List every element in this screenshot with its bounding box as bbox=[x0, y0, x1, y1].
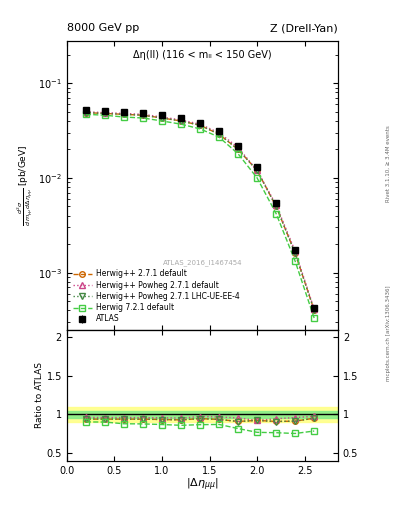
Herwig++ Powheg 2.7.1 default bbox=[141, 111, 145, 117]
Y-axis label: Ratio to ATLAS: Ratio to ATLAS bbox=[35, 362, 44, 428]
Herwig++ 2.7.1 default bbox=[179, 118, 184, 124]
Herwig++ Powheg 2.7.1 LHC-UE-EE-4 bbox=[103, 111, 107, 117]
Herwig++ Powheg 2.7.1 default bbox=[274, 202, 279, 208]
Herwig 7.2.1 default bbox=[83, 111, 88, 117]
Herwig++ Powheg 2.7.1 default bbox=[236, 144, 241, 151]
Herwig++ Powheg 2.7.1 LHC-UE-EE-4 bbox=[293, 250, 298, 257]
Herwig++ 2.7.1 default bbox=[160, 115, 164, 121]
Herwig++ 2.7.1 default bbox=[121, 111, 126, 117]
Herwig++ Powheg 2.7.1 LHC-UE-EE-4 bbox=[121, 111, 126, 117]
Herwig 7.2.1 default bbox=[274, 210, 279, 217]
Herwig++ Powheg 2.7.1 default bbox=[255, 167, 259, 174]
Herwig 7.2.1 default bbox=[255, 175, 259, 181]
Herwig++ Powheg 2.7.1 LHC-UE-EE-4 bbox=[83, 110, 88, 116]
X-axis label: $|\Delta\eta_{\mu\mu}|$: $|\Delta\eta_{\mu\mu}|$ bbox=[186, 477, 219, 494]
Herwig 7.2.1 default bbox=[293, 258, 298, 264]
Herwig++ 2.7.1 default bbox=[83, 110, 88, 116]
Herwig++ Powheg 2.7.1 LHC-UE-EE-4 bbox=[160, 115, 164, 121]
Text: Δη(ll) (116 < mₗₗ < 150 GeV): Δη(ll) (116 < mₗₗ < 150 GeV) bbox=[133, 50, 272, 59]
Herwig 7.2.1 default bbox=[160, 118, 164, 124]
Herwig++ 2.7.1 default bbox=[293, 250, 298, 257]
Text: mcplots.cern.ch [arXiv:1306.3436]: mcplots.cern.ch [arXiv:1306.3436] bbox=[386, 285, 391, 380]
Herwig 7.2.1 default bbox=[103, 112, 107, 118]
Herwig 7.2.1 default bbox=[312, 315, 316, 321]
Herwig 7.2.1 default bbox=[179, 121, 184, 127]
Herwig++ 2.7.1 default bbox=[312, 307, 316, 313]
Herwig 7.2.1 default bbox=[236, 151, 241, 157]
Herwig 7.2.1 default bbox=[121, 114, 126, 120]
Herwig++ Powheg 2.7.1 default bbox=[103, 110, 107, 116]
Line: Herwig++ Powheg 2.7.1 default: Herwig++ Powheg 2.7.1 default bbox=[83, 109, 317, 312]
Herwig++ Powheg 2.7.1 default bbox=[121, 111, 126, 117]
Herwig++ 2.7.1 default bbox=[103, 111, 107, 117]
Herwig++ Powheg 2.7.1 LHC-UE-EE-4 bbox=[141, 112, 145, 118]
Herwig++ Powheg 2.7.1 LHC-UE-EE-4 bbox=[217, 131, 221, 137]
Herwig++ Powheg 2.7.1 LHC-UE-EE-4 bbox=[198, 122, 202, 129]
Herwig 7.2.1 default bbox=[217, 134, 221, 140]
Line: Herwig 7.2.1 default: Herwig 7.2.1 default bbox=[83, 112, 317, 321]
Line: Herwig++ Powheg 2.7.1 LHC-UE-EE-4: Herwig++ Powheg 2.7.1 LHC-UE-EE-4 bbox=[83, 110, 317, 313]
Herwig++ 2.7.1 default bbox=[217, 131, 221, 137]
Herwig++ 2.7.1 default bbox=[198, 122, 202, 129]
Herwig++ Powheg 2.7.1 default bbox=[293, 248, 298, 254]
Text: 8000 GeV pp: 8000 GeV pp bbox=[67, 23, 139, 33]
Herwig 7.2.1 default bbox=[198, 126, 202, 132]
Herwig++ Powheg 2.7.1 default bbox=[160, 114, 164, 120]
Herwig++ 2.7.1 default bbox=[274, 203, 279, 209]
Herwig++ Powheg 2.7.1 LHC-UE-EE-4 bbox=[312, 307, 316, 313]
Legend: Herwig++ 2.7.1 default, Herwig++ Powheg 2.7.1 default, Herwig++ Powheg 2.7.1 LHC: Herwig++ 2.7.1 default, Herwig++ Powheg … bbox=[71, 267, 242, 326]
Text: Rivet 3.1.10, ≥ 3.4M events: Rivet 3.1.10, ≥ 3.4M events bbox=[386, 125, 391, 202]
Herwig++ Powheg 2.7.1 LHC-UE-EE-4 bbox=[236, 146, 241, 153]
Herwig++ Powheg 2.7.1 default bbox=[198, 121, 202, 127]
Herwig++ Powheg 2.7.1 LHC-UE-EE-4 bbox=[255, 167, 259, 174]
Herwig++ 2.7.1 default bbox=[141, 112, 145, 118]
Herwig++ 2.7.1 default bbox=[255, 167, 259, 174]
Text: ATLAS_2016_I1467454: ATLAS_2016_I1467454 bbox=[163, 260, 242, 266]
Herwig++ Powheg 2.7.1 default bbox=[179, 117, 184, 123]
Herwig++ Powheg 2.7.1 LHC-UE-EE-4 bbox=[274, 203, 279, 209]
Herwig++ Powheg 2.7.1 LHC-UE-EE-4 bbox=[179, 118, 184, 124]
Herwig 7.2.1 default bbox=[141, 115, 145, 121]
Herwig++ Powheg 2.7.1 default bbox=[83, 109, 88, 115]
Text: Z (Drell-Yan): Z (Drell-Yan) bbox=[270, 23, 338, 33]
Herwig++ Powheg 2.7.1 default bbox=[217, 130, 221, 136]
Line: Herwig++ 2.7.1 default: Herwig++ 2.7.1 default bbox=[83, 110, 317, 313]
Herwig++ 2.7.1 default bbox=[236, 146, 241, 153]
Y-axis label: $\frac{d^2\sigma}{d\,m_{\mu\mu}\,d\Delta\eta_{\mu\mu}}$ [pb/GeV]: $\frac{d^2\sigma}{d\,m_{\mu\mu}\,d\Delta… bbox=[15, 144, 35, 226]
Herwig++ Powheg 2.7.1 default bbox=[312, 306, 316, 312]
